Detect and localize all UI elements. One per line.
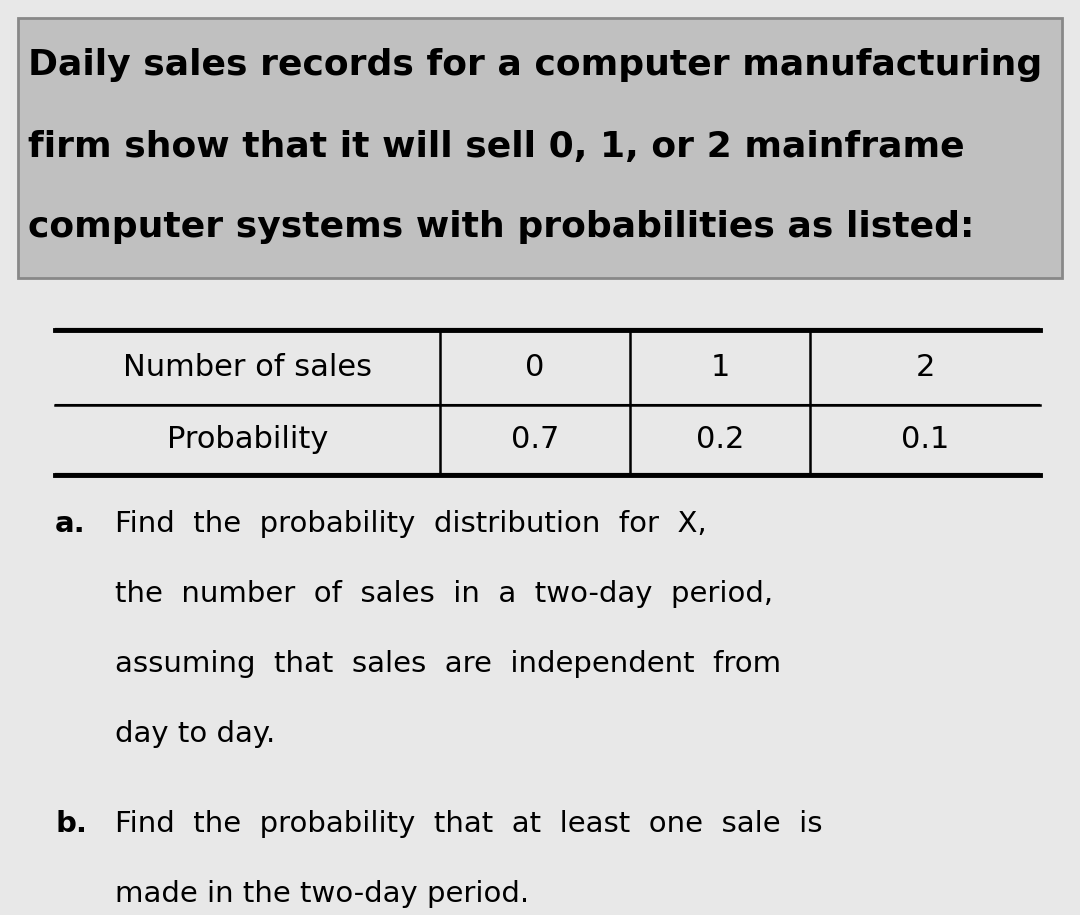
Text: Find  the  probability  that  at  least  one  sale  is: Find the probability that at least one s…	[114, 810, 823, 838]
Text: Daily sales records for a computer manufacturing: Daily sales records for a computer manuf…	[28, 48, 1042, 82]
Text: b.: b.	[55, 810, 87, 838]
Text: day to day.: day to day.	[114, 720, 275, 748]
Text: assuming  that  sales  are  independent  from: assuming that sales are independent from	[114, 650, 781, 678]
Text: Find  the  probability  distribution  for  X,: Find the probability distribution for X,	[114, 510, 706, 538]
Text: 0: 0	[525, 353, 544, 382]
Text: the  number  of  sales  in  a  two-day  period,: the number of sales in a two-day period,	[114, 580, 773, 608]
Text: 1: 1	[711, 353, 730, 382]
Text: 0.1: 0.1	[901, 425, 949, 455]
Text: a.: a.	[55, 510, 85, 538]
Text: 2: 2	[916, 353, 934, 382]
Text: Probability: Probability	[166, 425, 328, 455]
Text: 0.7: 0.7	[511, 425, 559, 455]
Text: Number of sales: Number of sales	[123, 353, 372, 382]
Text: firm show that it will sell 0, 1, or 2 mainframe: firm show that it will sell 0, 1, or 2 m…	[28, 130, 964, 164]
Text: 0.2: 0.2	[696, 425, 744, 455]
Text: made in the two-day period.: made in the two-day period.	[114, 880, 529, 908]
Text: computer systems with probabilities as listed:: computer systems with probabilities as l…	[28, 210, 974, 244]
